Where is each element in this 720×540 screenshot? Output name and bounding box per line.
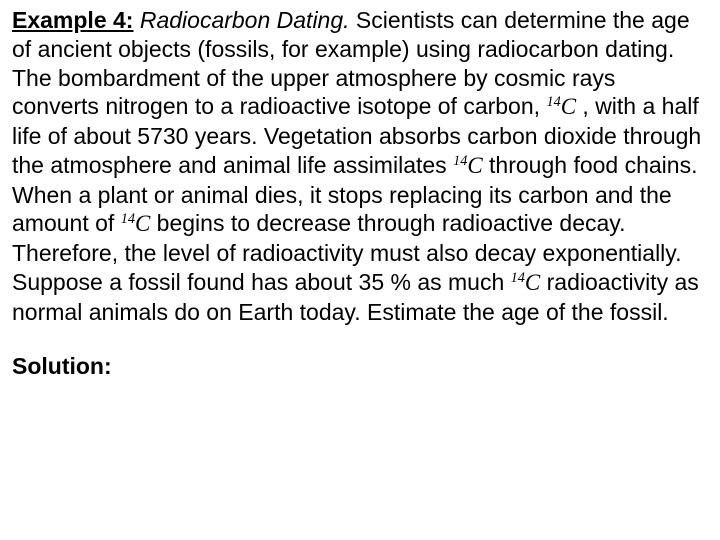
example-heading-label: Example 4: — [12, 7, 133, 33]
isotope-letter-1: C — [561, 94, 576, 119]
c14-symbol-2: 14C — [453, 153, 483, 178]
isotope-super-4: 14 — [511, 270, 525, 286]
example-paragraph: Example 4: Radiocarbon Dating. Scientist… — [12, 6, 708, 326]
isotope-letter-3: C — [135, 211, 150, 236]
c14-symbol-1: 14C — [546, 94, 576, 119]
c14-symbol-3: 14C — [121, 211, 151, 236]
solution-heading: Solution: — [12, 352, 708, 381]
example-heading-title: Radiocarbon Dating. — [140, 7, 350, 33]
isotope-letter-2: C — [467, 153, 482, 178]
isotope-super-2: 14 — [453, 153, 467, 169]
isotope-letter-4: C — [525, 270, 540, 295]
example-page: Example 4: Radiocarbon Dating. Scientist… — [0, 0, 720, 393]
isotope-super-3: 14 — [121, 211, 135, 227]
isotope-super-1: 14 — [546, 94, 560, 110]
c14-symbol-4: 14C — [511, 270, 541, 295]
